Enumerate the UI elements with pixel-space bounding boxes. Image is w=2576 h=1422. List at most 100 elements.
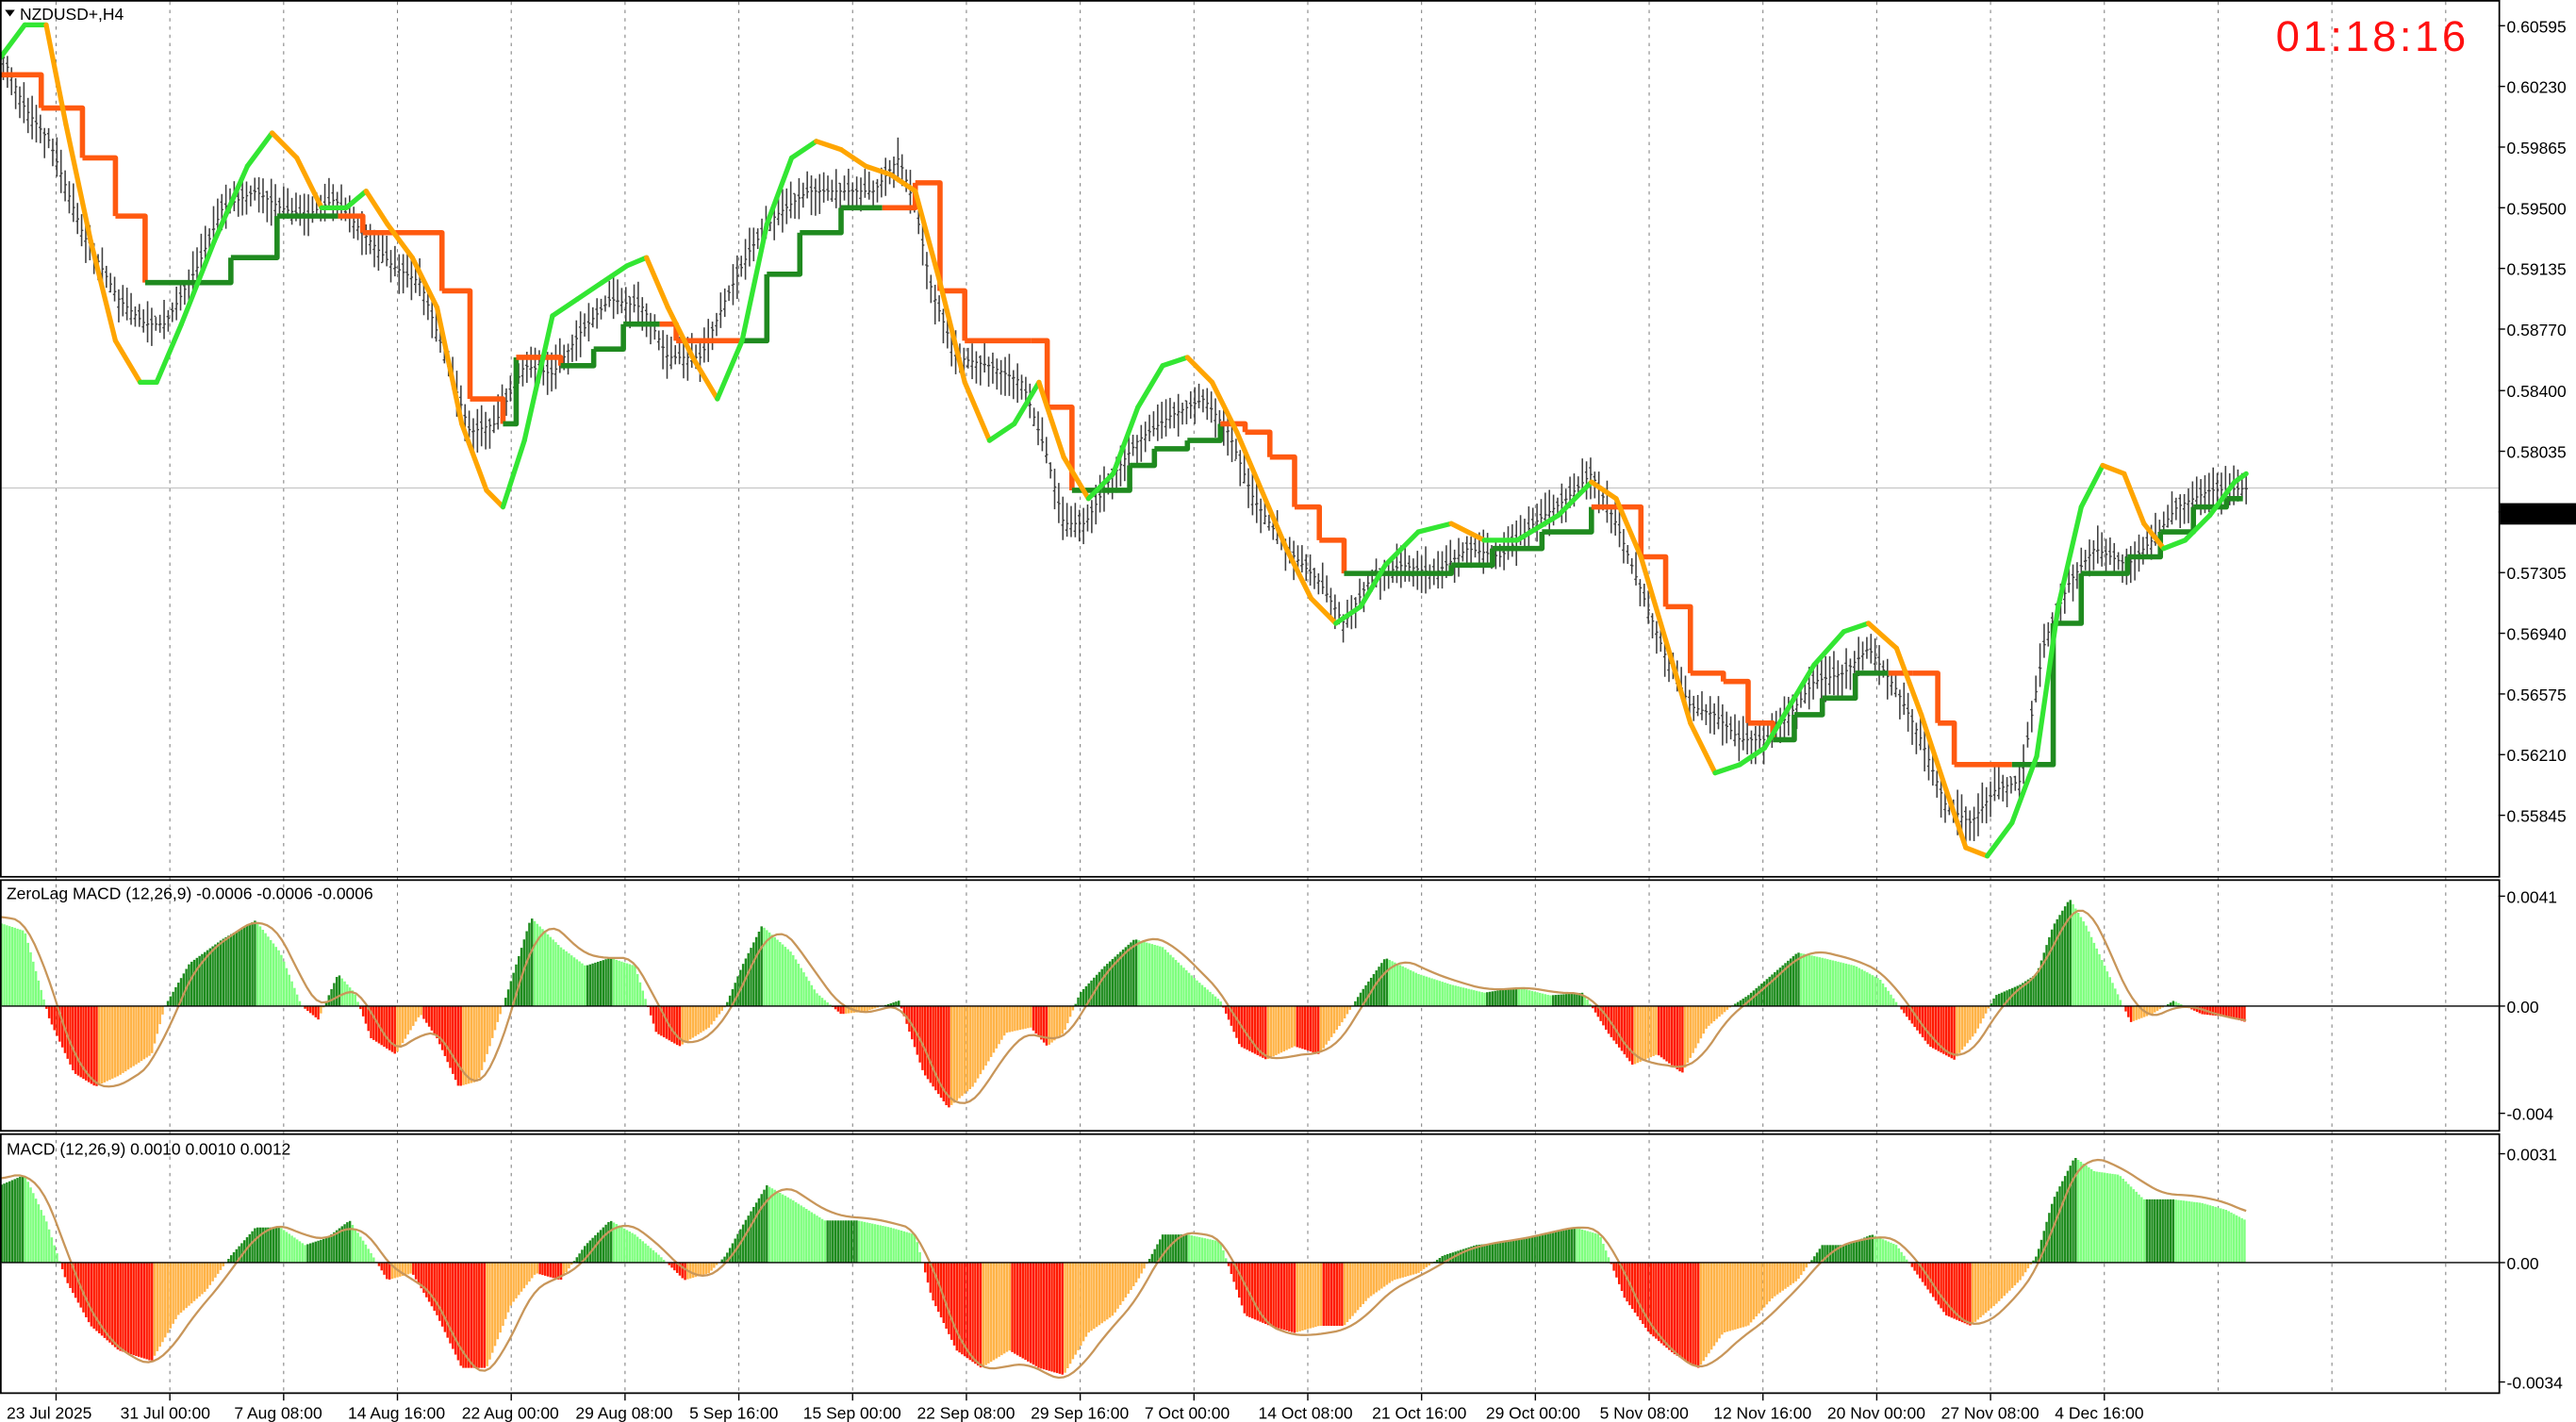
smooth-line-segment [112,338,143,386]
time-tick-label: 21 Oct 16:00 [1372,1403,1466,1422]
smooth-line-segment [1613,496,1643,560]
trend-step-segment [939,288,967,341]
trend-step-segment [1187,423,1224,443]
smooth-line-segment [1811,629,1847,668]
smooth-line-segment [211,163,250,244]
smooth-line-segment [814,139,844,153]
smooth-line-segment [269,130,300,161]
smooth-line-segment [863,163,894,177]
smooth-line-segment [459,421,489,493]
smooth-line-segment [1737,745,1768,768]
smooth-line-segment [2122,471,2147,526]
smooth-line-segment [343,189,369,210]
indicator-tick-label: -0.0034 [2507,1374,2564,1393]
time-tick-label: 12 Nov 16:00 [1713,1403,1811,1422]
smooth-line-segment [788,139,819,161]
smooth-line-segment [1333,604,1363,626]
smooth-line-segment [1919,712,1949,792]
trend-step-segment [593,323,626,352]
price-tick-label: 0.58035 [2507,443,2567,462]
price-tick-label: 0.59135 [2507,260,2567,279]
smooth-line-segment [550,296,580,319]
price-axis[interactable]: 0.60595 0.60230 0.59865 0.59500 0.59135 0.587… [2498,17,2567,826]
time-tick-label: 15 Sep 00:00 [803,1403,901,1422]
smooth-line-segment [1761,703,1792,751]
smooth-line-segment [2232,471,2249,485]
smooth-line-segment [1415,521,1454,535]
trend-step-segment [1822,672,1858,702]
histogram [0,900,2499,1108]
trend-step-segment [767,232,803,277]
price-tick-label: 0.58770 [2507,321,2567,339]
trend-step-segment [230,216,280,260]
smooth-line-segment [1556,479,1594,519]
time-tick-label: 27 Nov 08:00 [1941,1403,2039,1422]
indicator-tick-label: -0.004 [2507,1105,2554,1124]
symbol-title[interactable]: NZDUSD+,H4 [5,5,124,24]
smooth-line-segment [2161,537,2188,552]
smooth-line-segment [1209,379,1240,435]
smooth-line-segment [1036,379,1066,460]
smooth-line-segment [385,222,415,260]
trend-step-segment [115,213,148,283]
main-panel-frame [0,0,2501,878]
time-axis[interactable]: 23 Jul 2025 31 Jul 00:00 7 Aug 08:00 14 Aug… [7,1394,2144,1422]
trend-step-segment [1690,670,1726,682]
smooth-line-segment [574,280,605,302]
main-price-panel[interactable] [0,22,2249,859]
time-tick-label: 20 Nov 00:00 [1827,1403,1925,1422]
smooth-line-segment [1308,595,1339,626]
time-tick-label: 7 Oct 00:00 [1145,1403,1230,1422]
trend-step-segment [2127,532,2164,560]
time-tick-label: 5 Sep 16:00 [689,1403,779,1422]
smooth-line-segment [1358,562,1388,610]
trend-step-segment [1938,719,1957,765]
smooth-line-segment [739,222,769,343]
trend-step-segment [503,356,520,427]
smooth-line-segment [2009,753,2039,826]
smooth-line-segment [1841,620,1872,635]
trend-step-segment [1130,448,1158,469]
indicator-tick-label: 0.0031 [2507,1146,2557,1165]
zerolag-macd-panel[interactable] [0,900,2499,1108]
symbol-title-text: NZDUSD+,H4 [20,5,124,24]
smooth-line-segment [521,313,555,443]
time-tick-label: 23 Jul 2025 [7,1403,91,1422]
smooth-line-segment [838,146,868,169]
price-tick-label: 0.59500 [2507,199,2567,218]
smooth-line-segment [2034,604,2061,759]
smooth-line-segment [2056,504,2084,610]
trend-step-segment [1377,565,1454,576]
smooth-line-segment [1943,786,1969,851]
trend-step-segment [441,288,473,400]
trend-step-segment [0,72,44,108]
trend-step-segment [2081,556,2131,576]
trend-step-segment [197,257,234,286]
macd-panel[interactable] [0,1157,2499,1380]
indicator-tick-label: 0.00 [2507,1254,2539,1273]
smooth-line-segment [88,238,119,343]
trend-step-segment [915,180,943,291]
smooth-line-segment [644,255,670,310]
zerolag-title: ZeroLag MACD (12,26,9) -0.0006 -0.0006 -… [7,884,373,902]
price-tick-label: 0.60230 [2507,78,2567,97]
price-tick-label: 0.56210 [2507,746,2567,765]
smooth-trend-line [0,22,2249,859]
trend-step-segment [1451,548,1495,569]
smooth-line-segment [1893,645,1924,718]
trend-step-segment [1793,698,1825,718]
smooth-line-segment [2078,462,2105,510]
smooth-line-segment [1085,471,1116,502]
trend-step-segment [2193,498,2230,510]
smooth-line-segment [294,155,324,210]
time-tick-label: 5 Nov 08:00 [1600,1403,1690,1422]
smooth-line-segment [2207,479,2237,519]
trend-step-segment [560,349,597,369]
smooth-line-segment [0,22,27,61]
trend-step-segment [1723,678,1751,723]
smooth-line-segment [178,238,217,327]
smooth-line-segment [63,122,93,244]
signal-line [0,1158,2247,1380]
indicator-tick-label: 0.0041 [2507,887,2557,906]
